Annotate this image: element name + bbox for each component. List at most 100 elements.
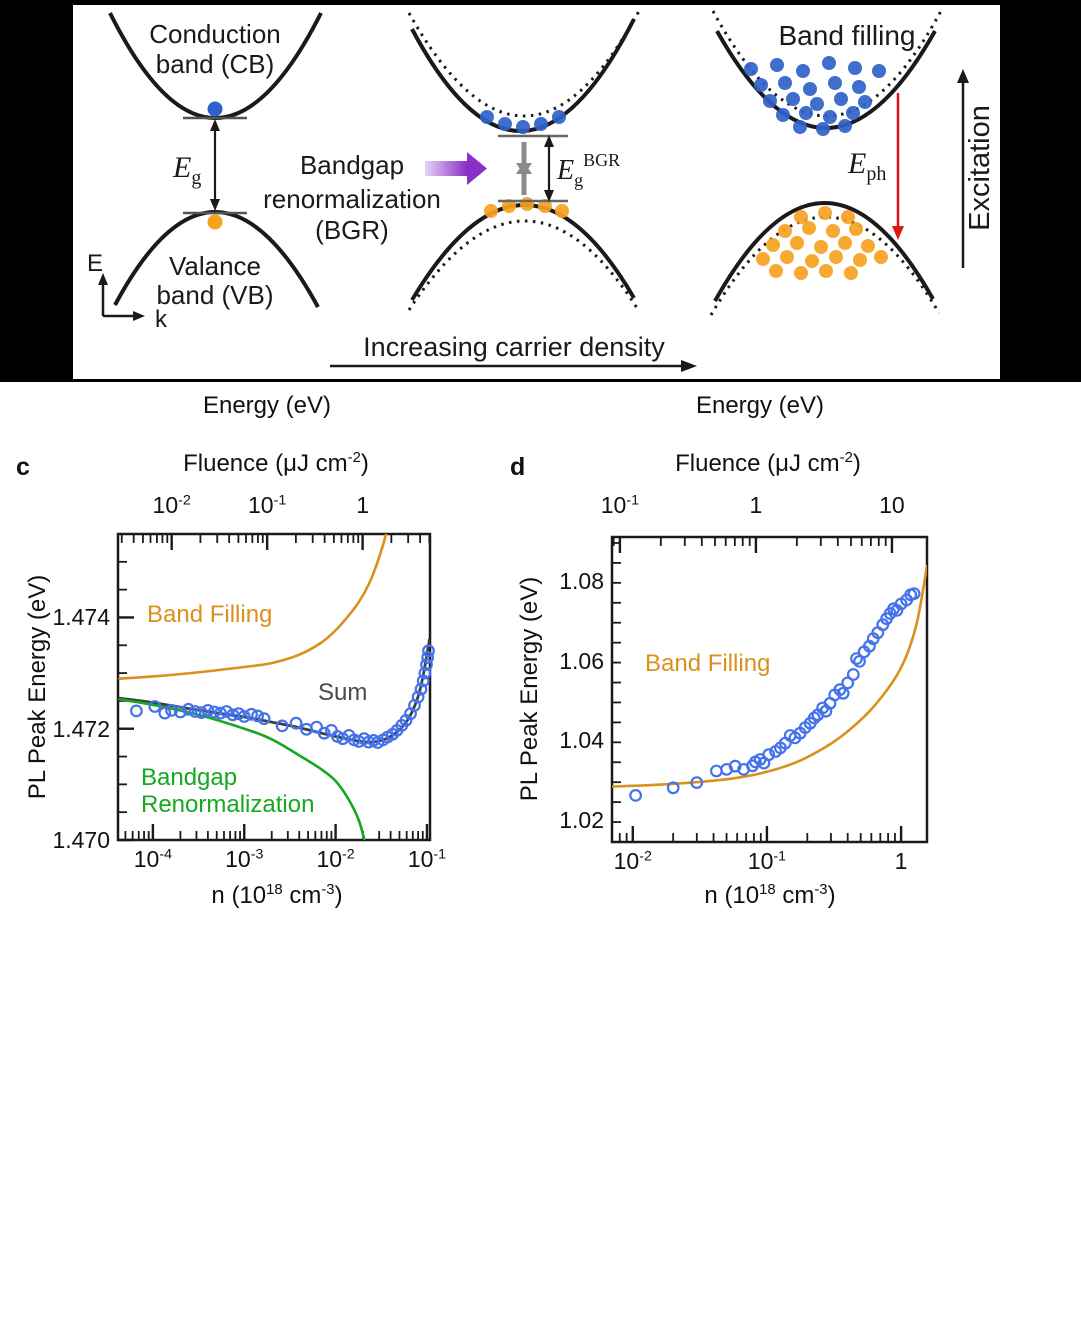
bgr-label-line3: (BGR) [315, 215, 389, 245]
hole-dot [756, 252, 770, 266]
increasing-density-label: Increasing carrier density [363, 332, 665, 362]
label-text: Fluence (μJ cm [183, 450, 348, 477]
band-filling-label: Band filling [779, 20, 916, 51]
y-tick-label-d: 1.04 [559, 727, 604, 754]
bgr-label-line2: renormalization [263, 184, 441, 214]
electron-dots-bgr [480, 110, 566, 134]
x-tick-label-d: 10-2 [613, 848, 652, 874]
electron-dot [744, 62, 758, 76]
valence-band-label: Valance [169, 251, 261, 281]
hole-dot [874, 250, 888, 264]
curve-sum [118, 638, 430, 744]
label-text: cm [775, 882, 815, 909]
scatter-point-c [421, 651, 435, 664]
eg-arrowhead-up [210, 119, 220, 131]
y-tick-label-d: 1.08 [559, 567, 604, 594]
vb-shift-arrowhead [516, 162, 532, 174]
cb-renormalized [410, 18, 636, 133]
scatter-point-c [129, 704, 143, 718]
scatter-point-c [420, 658, 433, 672]
hole-dot [849, 222, 863, 236]
x-tick-label-c: 10-2 [316, 846, 355, 872]
scatter-point-c [422, 644, 435, 658]
scatter-point-c [310, 720, 324, 734]
scatter-point-c [411, 690, 425, 704]
hole-dot [484, 204, 498, 218]
bgr-label-line1: Bandgap [300, 150, 404, 180]
energy-axis-arrowhead [98, 273, 108, 285]
plot-box-c [116, 532, 432, 842]
label-text: cm [282, 882, 322, 909]
y-tick-label-d: 1.06 [559, 647, 604, 674]
valence-band-label2: band (VB) [156, 280, 273, 310]
top-tick-label-d: 10-1 [600, 492, 640, 518]
annotation-sum: Sum [318, 679, 368, 706]
panel-c-xlabel: n (1018 cm-3) [211, 882, 342, 910]
electron-dot [498, 117, 512, 131]
eph-arrowhead [892, 226, 904, 240]
y-tick-label-c: 1.474 [52, 604, 110, 631]
electron-dot [480, 110, 494, 124]
electron-dot [778, 76, 792, 90]
energy-axis-label: E [87, 250, 103, 277]
hole-dot [780, 250, 794, 264]
panel-letter-c: c [16, 453, 30, 481]
panel-c-top-label: Fluence (μJ cm-2) [183, 450, 369, 478]
hole-dot [819, 264, 833, 278]
electron-dot [786, 92, 800, 106]
electron-dot [846, 106, 860, 120]
hole-dot [802, 221, 816, 235]
scatter-point-d [762, 748, 776, 762]
electron-dot [872, 64, 886, 78]
hole-dot [520, 197, 534, 211]
scatter-point-d [841, 676, 855, 690]
conduction-band-label2: band (CB) [156, 49, 275, 79]
electron-dot [776, 108, 790, 122]
curve-band-filling [118, 534, 388, 680]
k-axis-arrowhead [133, 311, 145, 321]
scatter-point-d [710, 764, 723, 778]
eg-label: Eg [172, 151, 201, 189]
label-text: ) [827, 882, 836, 909]
y-tick-label-c: 1.472 [52, 715, 110, 742]
annotation-bandgap: Bandgap [141, 764, 238, 791]
scatter-point-d [629, 789, 642, 802]
hole-dot [555, 204, 569, 218]
electron-dot [828, 76, 842, 90]
label-text: ) [852, 450, 861, 477]
scatter-point-c [165, 704, 178, 717]
conduction-band-label: Conduction [149, 19, 281, 49]
scatter-point-c [251, 709, 265, 723]
scatter-point-c [289, 716, 303, 730]
scatter-point-c [214, 706, 227, 720]
scatter-point-d [690, 776, 704, 789]
panel-d-xlabel: n (1018 cm-3) [704, 882, 835, 910]
electron-dot [822, 56, 836, 70]
panel-a-xlabel: Energy (eV) [202, 392, 332, 419]
label-sup: -3 [321, 882, 335, 898]
electron-dot [838, 119, 852, 133]
vb-original-dotted [407, 219, 639, 311]
diagram-svg: Eg Conduction band (CB) Valance band (VB… [87, 10, 996, 372]
top-tick-label-c: 10-2 [152, 492, 191, 518]
hole-dot [794, 210, 808, 224]
electron-dot [552, 110, 566, 124]
electron-dot [516, 120, 530, 134]
hole-dot [766, 238, 780, 252]
electron-dot [823, 110, 837, 124]
scatter-point-c [148, 700, 162, 713]
scatter-point-c [158, 706, 172, 720]
electron-dot [848, 61, 862, 75]
hole-dot [502, 199, 516, 213]
electron-dot [858, 95, 872, 109]
x-tick-label-c: 10-4 [133, 846, 173, 872]
diagram-background: Eg Conduction band (CB) Valance band (VB… [0, 0, 1081, 382]
scatter-point-d [833, 683, 847, 697]
electron-dot [793, 120, 807, 134]
panel-b-xlabel: Energy (eV) [695, 392, 825, 419]
egbgr-arrowhead-down [544, 190, 554, 202]
top-tick-label-c: 1 [356, 492, 370, 518]
electron-dot [803, 82, 817, 96]
vb-renormalized [410, 203, 636, 302]
